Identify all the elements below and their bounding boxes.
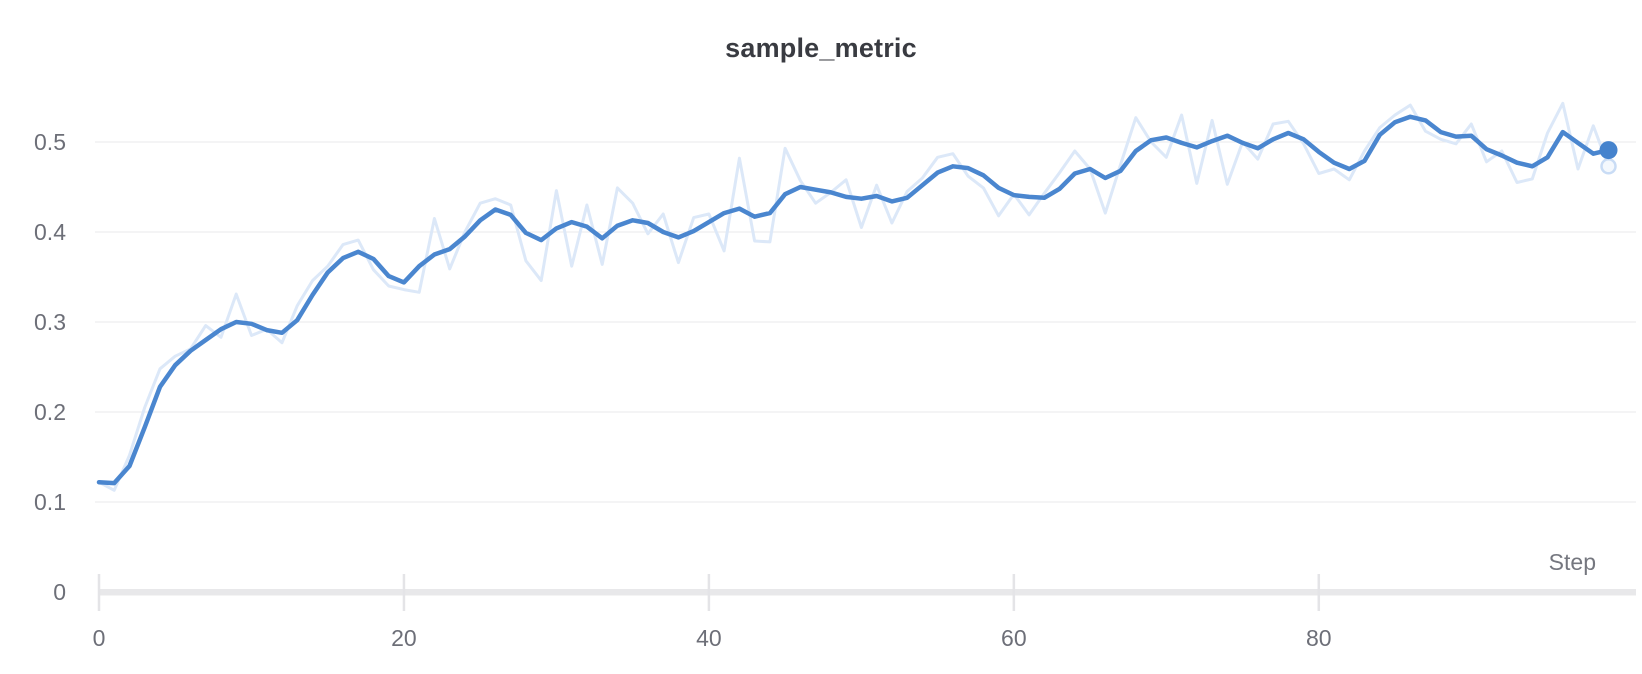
x-tick-label: 0 xyxy=(92,625,106,651)
y-tick-label: 0.4 xyxy=(34,219,66,245)
x-tick-label: 80 xyxy=(1306,625,1332,651)
endpoint-dot xyxy=(1599,141,1618,160)
x-axis-title: Step xyxy=(1548,549,1596,575)
y-tick-label: 0.1 xyxy=(34,489,66,515)
x-axis-baseline xyxy=(99,589,1636,596)
chart-title: sample_metric xyxy=(725,33,917,63)
smoothed-series-line xyxy=(96,114,1611,486)
raw-series-line xyxy=(97,101,1610,492)
x-tick-label: 60 xyxy=(1001,625,1027,651)
x-tick-label: 40 xyxy=(696,625,722,651)
raw-endpoint-marker xyxy=(1600,158,1617,175)
y-tick-label: 0 xyxy=(53,579,66,605)
y-tick-label: 0.5 xyxy=(34,129,66,155)
y-tick-label: 0.2 xyxy=(34,399,66,425)
y-tick-label: 0.3 xyxy=(34,309,66,335)
x-tick-label: 20 xyxy=(391,625,417,651)
